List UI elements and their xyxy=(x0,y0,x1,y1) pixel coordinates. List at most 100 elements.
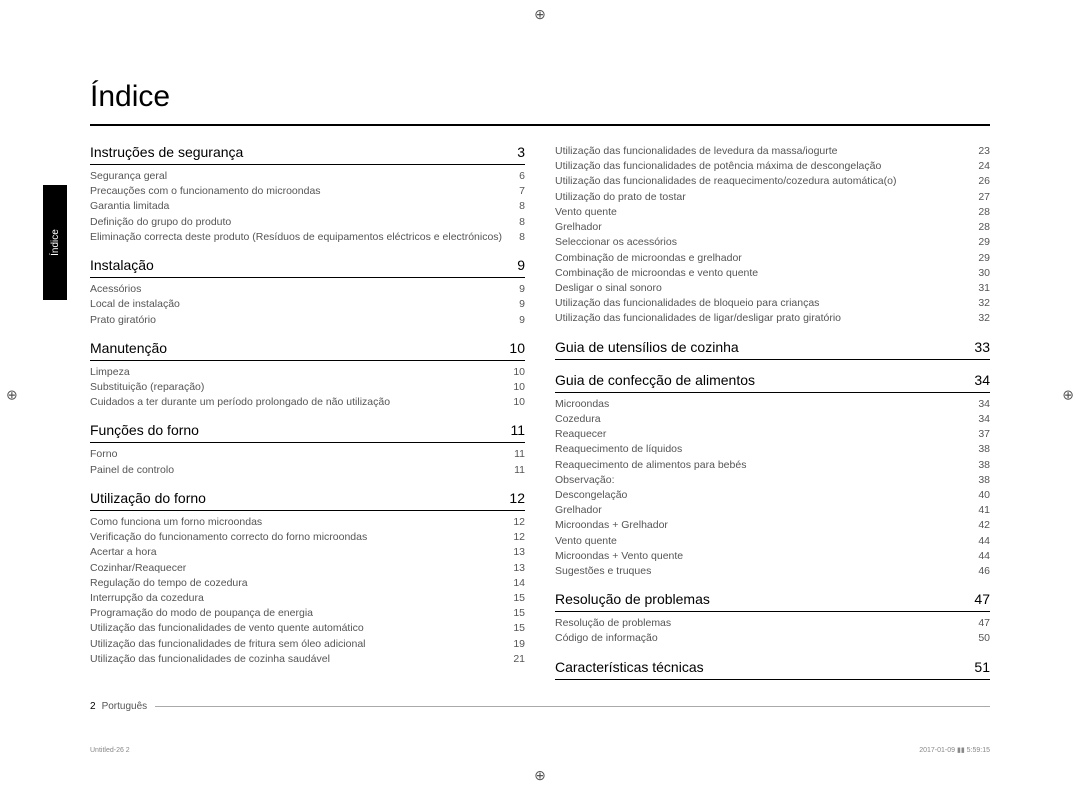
toc-entry: Reaquecimento de líquidos38 xyxy=(555,442,990,457)
toc-entry-page: 41 xyxy=(978,503,990,518)
toc-entry-title: Grelhador xyxy=(555,220,978,235)
footer-rule xyxy=(155,706,990,707)
page-footer: 2 Português xyxy=(90,701,990,712)
toc-entry-page: 28 xyxy=(978,220,990,235)
toc-entry: Resolução de problemas47 xyxy=(555,616,990,631)
toc-entry-page: 44 xyxy=(978,534,990,549)
toc-entry-title: Substituição (reparação) xyxy=(90,380,513,395)
toc-entry-title: Limpeza xyxy=(90,365,513,380)
toc-entry: Utilização das funcionalidades de ligar/… xyxy=(555,311,990,326)
toc-entry-title: Descongelação xyxy=(555,488,978,503)
toc-entry: Como funciona um forno microondas12 xyxy=(90,515,525,530)
toc-entry: Combinação de microondas e grelhador29 xyxy=(555,251,990,266)
toc-entry-title: Utilização das funcionalidades de potênc… xyxy=(555,159,978,174)
toc-entry: Utilização do prato de tostar27 xyxy=(555,190,990,205)
toc-entry: Desligar o sinal sonoro31 xyxy=(555,281,990,296)
toc-entry-page: 13 xyxy=(513,561,525,576)
toc-entry: Limpeza10 xyxy=(90,365,525,380)
toc-entry: Vento quente44 xyxy=(555,534,990,549)
page-container: Índice Índice Instruções de segurança3Se… xyxy=(35,30,1045,760)
toc-entry: Segurança geral6 xyxy=(90,169,525,184)
toc-section-page: 10 xyxy=(509,340,525,356)
toc-entry-title: Eliminação correcta deste produto (Resíd… xyxy=(90,230,519,245)
toc-section-page: 47 xyxy=(974,591,990,607)
toc-section-heading: Instruções de segurança 3 xyxy=(90,144,525,165)
toc-entry: Substituição (reparação)10 xyxy=(90,380,525,395)
toc-entry: Observação:38 xyxy=(555,473,990,488)
toc-entry: Grelhador28 xyxy=(555,220,990,235)
toc-entry-title: Utilização do prato de tostar xyxy=(555,190,978,205)
crop-mark-left: ⊕ xyxy=(6,387,18,404)
toc-entry-page: 21 xyxy=(513,652,525,667)
toc-entry: Definição do grupo do produto8 xyxy=(90,215,525,230)
toc-section-page: 3 xyxy=(517,144,525,160)
print-meta-left: Untitled-26 2 xyxy=(90,747,130,754)
toc-entry-page: 31 xyxy=(978,281,990,296)
title-rule xyxy=(90,124,990,126)
toc-column-right: Utilização das funcionalidades de levedu… xyxy=(555,144,990,684)
crop-mark-top: ⊕ xyxy=(534,6,546,23)
toc-entry-title: Programação do modo de poupança de energ… xyxy=(90,606,513,621)
toc-section-title: Guia de confecção de alimentos xyxy=(555,372,755,388)
toc-entry-page: 14 xyxy=(513,576,525,591)
toc-section-page: 33 xyxy=(974,339,990,355)
toc-section-page: 11 xyxy=(510,422,525,438)
toc-entry-page: 9 xyxy=(519,313,525,328)
toc-entry-page: 10 xyxy=(513,380,525,395)
toc-entry-title: Cuidados a ter durante um período prolon… xyxy=(90,395,513,410)
toc-entry-page: 13 xyxy=(513,545,525,560)
toc-entry-title: Cozedura xyxy=(555,412,978,427)
toc-entry-title: Utilização das funcionalidades de fritur… xyxy=(90,637,513,652)
toc-entry-page: 29 xyxy=(978,235,990,250)
toc-entry-title: Utilização das funcionalidades de levedu… xyxy=(555,144,978,159)
toc-entry-title: Local de instalação xyxy=(90,297,519,312)
toc-entry-title: Segurança geral xyxy=(90,169,519,184)
toc-entry: Código de informação50 xyxy=(555,631,990,646)
toc-entry: Utilização das funcionalidades de vento … xyxy=(90,621,525,636)
toc-section-page: 34 xyxy=(974,372,990,388)
toc-entry: Forno11 xyxy=(90,447,525,462)
print-meta-right: 2017-01-09 ▮▮ 5:59:15 xyxy=(919,746,990,754)
toc-entry-title: Combinação de microondas e grelhador xyxy=(555,251,978,266)
toc-entry-title: Utilização das funcionalidades de vento … xyxy=(90,621,513,636)
toc-entry-title: Acessórios xyxy=(90,282,519,297)
toc-entry: Reaquecimento de alimentos para bebés38 xyxy=(555,458,990,473)
crop-mark-bottom: ⊕ xyxy=(534,767,546,784)
toc-entry: Combinação de microondas e vento quente3… xyxy=(555,266,990,281)
toc-entry: Vento quente28 xyxy=(555,205,990,220)
toc-entry: Acertar a hora13 xyxy=(90,545,525,560)
toc-entry-title: Interrupção da cozedura xyxy=(90,591,513,606)
toc-entry-page: 11 xyxy=(514,447,525,462)
toc-entry-page: 44 xyxy=(978,549,990,564)
footer-language: Português xyxy=(102,701,148,712)
toc-entry: Verificação do funcionamento correcto do… xyxy=(90,530,525,545)
toc-entry-page: 19 xyxy=(513,637,525,652)
toc-entry-page: 6 xyxy=(519,169,525,184)
toc-entry-page: 26 xyxy=(978,174,990,189)
toc-entry-page: 15 xyxy=(513,591,525,606)
toc-entry: Utilização das funcionalidades de potênc… xyxy=(555,159,990,174)
toc-entry-page: 46 xyxy=(978,564,990,579)
toc-section-heading: Funções do forno11 xyxy=(90,422,525,443)
toc-entry-page: 12 xyxy=(513,515,525,530)
toc-entry-page: 42 xyxy=(978,518,990,533)
toc-entry: Utilização das funcionalidades de levedu… xyxy=(555,144,990,159)
toc-entry-page: 27 xyxy=(978,190,990,205)
toc-entry-title: Definição do grupo do produto xyxy=(90,215,519,230)
toc-entry: Cuidados a ter durante um período prolon… xyxy=(90,395,525,410)
toc-entry-page: 50 xyxy=(978,631,990,646)
toc-entry-page: 15 xyxy=(513,606,525,621)
toc-section-heading: Resolução de problemas47 xyxy=(555,591,990,612)
toc-section-title: Instruções de segurança xyxy=(90,144,243,160)
toc-section-page: 12 xyxy=(509,490,525,506)
toc-entry-title: Como funciona um forno microondas xyxy=(90,515,513,530)
toc-entry: Utilização das funcionalidades de reaque… xyxy=(555,174,990,189)
toc-entry-title: Microondas + Vento quente xyxy=(555,549,978,564)
toc-entry-page: 15 xyxy=(513,621,525,636)
toc-entry: Microondas + Vento quente44 xyxy=(555,549,990,564)
toc-entry: Grelhador41 xyxy=(555,503,990,518)
toc-section-title: Utilização do forno xyxy=(90,490,206,506)
toc-entry-title: Reaquecer xyxy=(555,427,978,442)
side-tab-label: Índice xyxy=(50,229,61,256)
toc-entry-title: Seleccionar os acessórios xyxy=(555,235,978,250)
